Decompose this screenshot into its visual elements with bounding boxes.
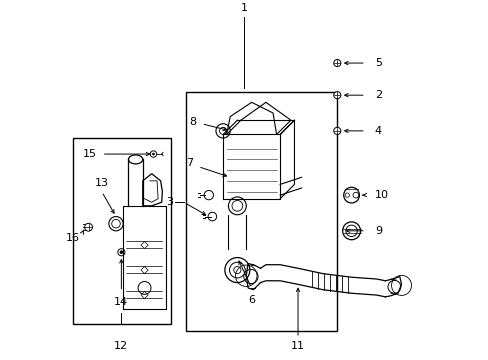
Text: 3: 3: [166, 197, 173, 207]
Bar: [73, 138, 171, 324]
Text: 4: 4: [374, 126, 381, 136]
Text: 16: 16: [66, 233, 80, 243]
Text: 1: 1: [241, 3, 247, 13]
Text: 11: 11: [290, 341, 305, 351]
Text: 7: 7: [185, 158, 192, 168]
Text: 13: 13: [95, 178, 108, 188]
Text: 8: 8: [189, 117, 196, 127]
Circle shape: [84, 223, 92, 231]
Circle shape: [333, 127, 340, 134]
Circle shape: [152, 153, 154, 155]
Text: 5: 5: [374, 58, 381, 68]
Circle shape: [120, 251, 122, 254]
Text: 14: 14: [114, 297, 128, 307]
Text: 10: 10: [374, 190, 388, 200]
Circle shape: [333, 91, 340, 99]
Text: 2: 2: [374, 90, 381, 100]
Circle shape: [345, 193, 349, 197]
Text: 15: 15: [82, 149, 96, 159]
Text: 12: 12: [114, 341, 128, 351]
Text: 9: 9: [374, 226, 381, 236]
Bar: [185, 91, 337, 331]
Circle shape: [333, 59, 340, 67]
Text: 6: 6: [247, 295, 255, 305]
